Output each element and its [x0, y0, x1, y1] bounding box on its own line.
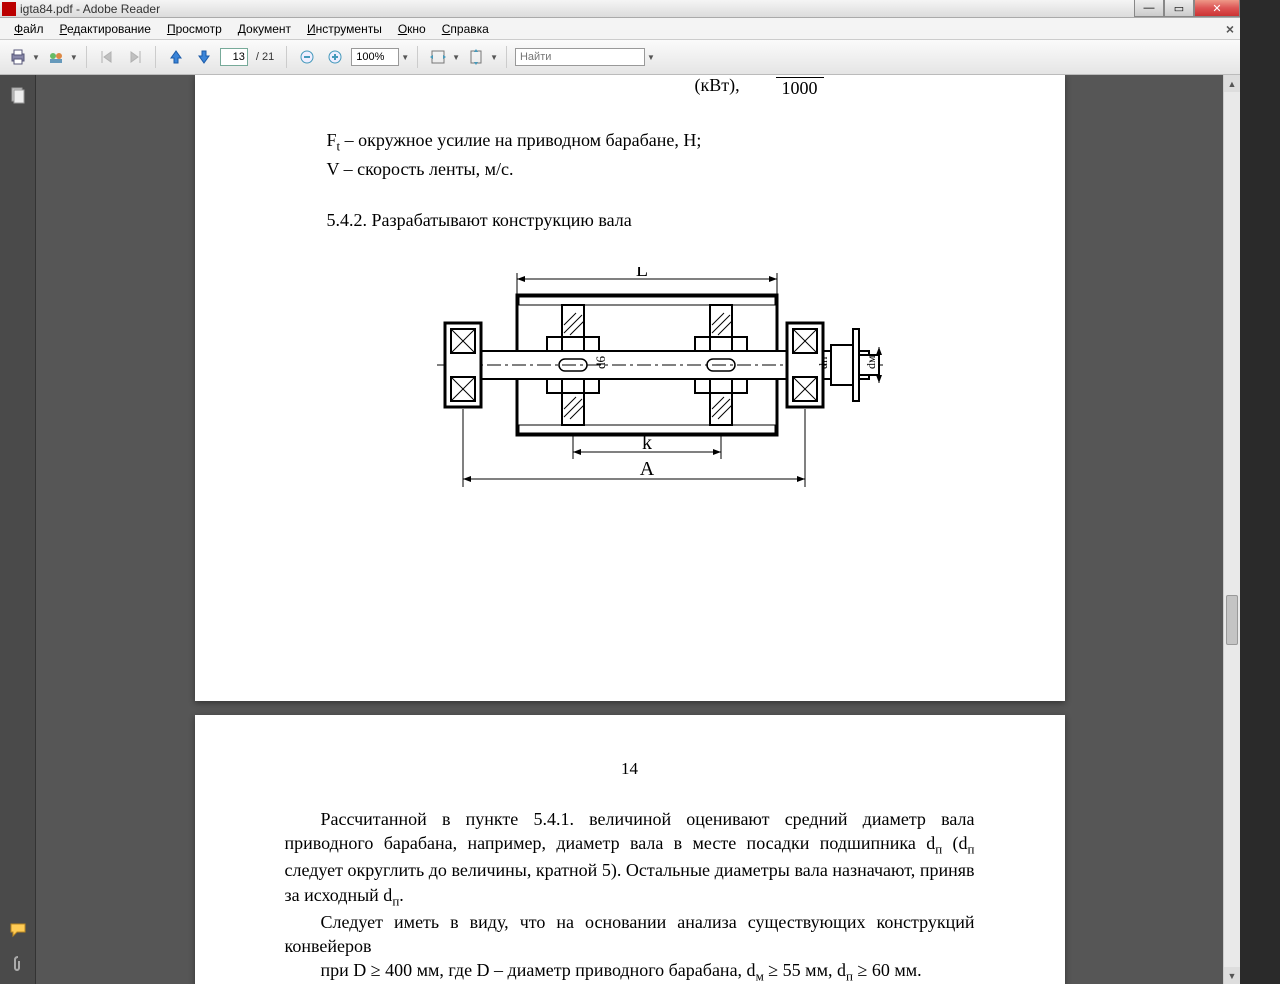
- menu-edit[interactable]: Редактирование: [52, 20, 159, 38]
- comments-panel-icon[interactable]: [8, 920, 28, 940]
- find-input[interactable]: [515, 48, 645, 66]
- document-viewport[interactable]: 1000 (кВт), Ft – окружное усилие на прив…: [36, 75, 1240, 984]
- menu-window[interactable]: Окно: [390, 20, 434, 38]
- minimize-button[interactable]: —: [1134, 0, 1164, 17]
- first-page-button[interactable]: [95, 45, 119, 69]
- attachments-panel-icon[interactable]: [8, 954, 28, 974]
- print-button[interactable]: [6, 45, 30, 69]
- scroll-thumb[interactable]: [1226, 595, 1238, 645]
- page-total-label: / 21: [252, 51, 278, 63]
- collab-button[interactable]: [44, 45, 68, 69]
- para-1: Рассчитанной в пункте 5.4.1. величиной о…: [285, 807, 975, 910]
- svg-text:dм: dм: [864, 355, 878, 369]
- window-title: igta84.pdf - Adobe Reader: [20, 2, 160, 16]
- menu-help[interactable]: Справка: [434, 20, 497, 38]
- prev-page-button[interactable]: [164, 45, 188, 69]
- svg-text:d6: d6: [593, 356, 608, 370]
- print-dropdown-icon[interactable]: ▼: [32, 53, 40, 62]
- para-3: при D ≥ 400 мм, где D – диаметр приводно…: [285, 958, 975, 984]
- svg-text:L: L: [635, 267, 647, 281]
- side-pane: [0, 75, 36, 984]
- zoom-in-button[interactable]: [323, 45, 347, 69]
- menu-view[interactable]: Просмотр: [159, 20, 230, 38]
- page-number-input[interactable]: [220, 48, 248, 66]
- scroll-down-icon[interactable]: ▼: [1224, 967, 1240, 984]
- fraction-denom: 1000: [776, 77, 824, 99]
- page-number-label: 14: [285, 759, 975, 779]
- scroll-up-icon[interactable]: ▲: [1224, 75, 1240, 92]
- svg-text:k: k: [642, 432, 652, 454]
- shaft-diagram: L: [427, 267, 897, 507]
- svg-text:A: A: [639, 458, 654, 480]
- zoom-dropdown-icon[interactable]: ▼: [401, 53, 409, 62]
- maximize-button[interactable]: ▭: [1164, 0, 1194, 17]
- menu-document[interactable]: Документ: [230, 20, 299, 38]
- desktop-background-strip: [1240, 0, 1280, 984]
- svg-text:dп: dп: [816, 356, 830, 369]
- zoom-out-button[interactable]: [295, 45, 319, 69]
- toolbar-sep-5: [506, 46, 507, 68]
- menu-bar: Файл Редактирование Просмотр Документ Ин…: [0, 18, 1240, 40]
- para-2: Следует иметь в виду, что на основании а…: [285, 910, 975, 959]
- app-window: igta84.pdf - Adobe Reader — ▭ ✕ Файл Ред…: [0, 0, 1240, 984]
- zoom-input[interactable]: [351, 48, 399, 66]
- toolbar: ▼ ▼ / 21 ▼ ▼: [0, 40, 1240, 75]
- pdf-page-13: 1000 (кВт), Ft – окружное усилие на прив…: [195, 75, 1065, 701]
- content-area: 1000 (кВт), Ft – окружное усилие на прив…: [0, 75, 1240, 984]
- scrollbar-vertical[interactable]: ▲ ▼: [1223, 75, 1240, 984]
- menu-tools[interactable]: Инструменты: [299, 20, 390, 38]
- last-page-button[interactable]: [123, 45, 147, 69]
- fit-page-button[interactable]: [464, 45, 488, 69]
- pdf-page-14: 14 Рассчитанной в пункте 5.4.1. величино…: [195, 715, 1065, 984]
- toolbar-sep-1: [86, 46, 87, 68]
- find-dropdown-icon[interactable]: ▼: [647, 53, 655, 62]
- fit-width-button[interactable]: [426, 45, 450, 69]
- title-bar: igta84.pdf - Adobe Reader — ▭ ✕: [0, 0, 1240, 18]
- toolbar-sep-4: [417, 46, 418, 68]
- pages-panel-icon[interactable]: [8, 85, 28, 105]
- app-icon: [2, 2, 16, 16]
- menu-close-doc-button[interactable]: ×: [1226, 21, 1234, 37]
- kbt-label: (кВт),: [695, 75, 740, 96]
- close-button[interactable]: ✕: [1194, 0, 1240, 17]
- collab-dropdown-icon[interactable]: ▼: [70, 53, 78, 62]
- toolbar-sep-2: [155, 46, 156, 68]
- fit-page-dropdown-icon[interactable]: ▼: [490, 53, 498, 62]
- menu-file[interactable]: Файл: [6, 20, 52, 38]
- toolbar-sep-3: [286, 46, 287, 68]
- next-page-button[interactable]: [192, 45, 216, 69]
- fit-dropdown-icon[interactable]: ▼: [452, 53, 460, 62]
